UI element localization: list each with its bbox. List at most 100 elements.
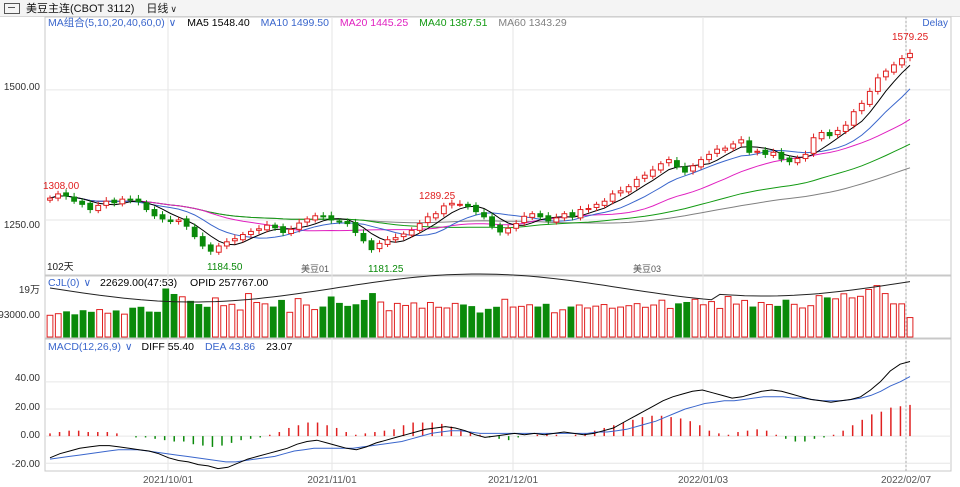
volume-bar bbox=[658, 299, 666, 338]
candle-body bbox=[545, 215, 552, 222]
candle-body bbox=[537, 213, 544, 218]
volume-bar bbox=[534, 306, 542, 338]
candle-body bbox=[344, 221, 351, 225]
volume-bar bbox=[104, 312, 112, 338]
volume-bar bbox=[261, 303, 269, 338]
volume-bar bbox=[840, 293, 848, 338]
volume-bar bbox=[807, 305, 815, 338]
candle-body bbox=[448, 202, 455, 206]
volume-bar bbox=[873, 285, 881, 338]
candle-body bbox=[489, 216, 495, 227]
date-tick-label: 2021/10/01 bbox=[143, 475, 193, 486]
symbol-selector[interactable]: 美豆主连(CBOT 3112) bbox=[26, 3, 135, 15]
volume-bar bbox=[137, 306, 145, 338]
days-label: 102天 bbox=[47, 262, 74, 273]
open-interest-line bbox=[49, 273, 911, 303]
ma10-label: MA10 1499.50 bbox=[261, 17, 329, 29]
volume-bar bbox=[369, 293, 376, 338]
candle-body bbox=[456, 203, 463, 206]
volume-bar bbox=[675, 303, 682, 338]
volume-bar bbox=[865, 288, 873, 338]
candle-body bbox=[55, 193, 61, 199]
candle-body bbox=[264, 224, 270, 231]
candle-body bbox=[746, 140, 753, 153]
volume-bar bbox=[567, 306, 575, 338]
candle-body bbox=[328, 215, 335, 221]
volume-bar bbox=[666, 307, 674, 338]
main-panel-frame bbox=[44, 16, 952, 276]
candle-body bbox=[151, 209, 158, 217]
macd-tick-label: -20.00 bbox=[12, 459, 41, 470]
candle-body bbox=[127, 198, 134, 201]
volume-bar bbox=[856, 295, 864, 338]
diff-value: DIFF 55.40 bbox=[141, 341, 194, 353]
candle-body bbox=[529, 213, 536, 218]
candle-body bbox=[521, 215, 528, 224]
candle-body bbox=[432, 213, 439, 219]
macd-tick-label: 40.00 bbox=[15, 373, 40, 384]
candle-body bbox=[71, 196, 78, 202]
volume-name: CJL(0) bbox=[48, 277, 80, 289]
candle-body bbox=[481, 212, 487, 218]
candle-body bbox=[641, 174, 648, 179]
volume-bar bbox=[625, 305, 633, 338]
candle-body bbox=[167, 219, 174, 223]
volume-bar bbox=[203, 306, 211, 338]
candle-body bbox=[272, 224, 278, 229]
macd-value: 23.07 bbox=[266, 341, 292, 353]
volume-bar bbox=[269, 306, 277, 338]
candle-body bbox=[416, 223, 423, 231]
volume-bar bbox=[592, 305, 600, 338]
ma60-line bbox=[49, 167, 911, 224]
candle-body bbox=[497, 224, 504, 233]
volume-value: 22629.00(47:53) bbox=[100, 277, 177, 289]
candle-body bbox=[665, 159, 672, 164]
candle-body bbox=[722, 147, 729, 151]
volume-bar bbox=[236, 309, 244, 338]
volume-bar bbox=[286, 311, 294, 338]
volume-bar bbox=[352, 304, 360, 338]
high-annotation: 1289.25 bbox=[419, 191, 456, 202]
ma5-label: MA5 1548.40 bbox=[187, 17, 250, 29]
volume-bar bbox=[633, 303, 641, 338]
period-selector[interactable]: 日线 ∨ bbox=[146, 0, 177, 16]
candle-body bbox=[762, 149, 769, 155]
volume-bar bbox=[195, 304, 203, 338]
candle-body bbox=[424, 216, 431, 224]
candle-body bbox=[352, 222, 359, 233]
ma-group-label: MA组合(5,10,20,40,60,0) bbox=[48, 16, 165, 29]
volume-bar bbox=[451, 302, 459, 338]
candle-body bbox=[786, 157, 793, 163]
volume-bar bbox=[749, 306, 757, 338]
candle-body bbox=[794, 158, 801, 164]
window-icon bbox=[4, 2, 20, 14]
candle-body bbox=[826, 132, 833, 137]
candle-body bbox=[231, 238, 238, 242]
volume-bar bbox=[170, 293, 178, 338]
volume-bar bbox=[584, 307, 591, 338]
volume-bar bbox=[187, 300, 194, 338]
candle-body bbox=[593, 203, 600, 208]
candle-body bbox=[649, 169, 656, 177]
high-annotation: 1308.00 bbox=[43, 181, 80, 192]
date-tick-label: 2021/12/01 bbox=[488, 475, 538, 486]
macd-tick-label: 0.00 bbox=[21, 430, 41, 441]
volume-bar bbox=[393, 302, 401, 338]
volume-bar bbox=[799, 307, 806, 338]
candle-body bbox=[473, 204, 479, 213]
candle-body bbox=[159, 214, 166, 220]
candle-body bbox=[336, 220, 343, 223]
volume-bar bbox=[608, 307, 616, 338]
volume-bar bbox=[559, 309, 567, 338]
candle-body bbox=[143, 202, 150, 211]
candle-body bbox=[866, 90, 873, 105]
volume-bar bbox=[178, 296, 186, 338]
volume-bar bbox=[402, 304, 409, 338]
chevron-down-icon: ∨ bbox=[170, 4, 177, 14]
open-interest-value: OPID 257767.00 bbox=[190, 277, 268, 289]
candle-body bbox=[296, 222, 303, 230]
volume-bar bbox=[377, 301, 385, 338]
volume-bar bbox=[79, 310, 87, 338]
candle-body bbox=[513, 223, 520, 229]
